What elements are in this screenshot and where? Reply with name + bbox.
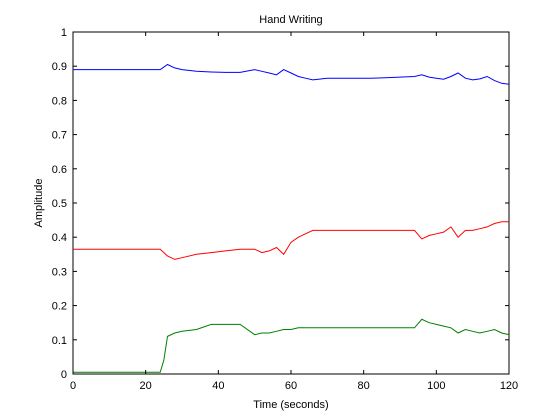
plot-area-frame bbox=[72, 31, 510, 375]
x-tick-label: 60 bbox=[285, 380, 297, 392]
y-tick-label: 0.4 bbox=[52, 232, 67, 244]
series-line-1 bbox=[73, 63, 510, 85]
series-line-3 bbox=[73, 318, 510, 373]
x-tick-label: 20 bbox=[140, 380, 152, 392]
y-tick-label: 0.8 bbox=[52, 95, 67, 107]
ticks-layer: 0 20 40 60 80 100 120 0 0.1 0.2 0.3 0.4 0.5 0.6 0.7 0.8… bbox=[52, 27, 518, 392]
series-line-2 bbox=[73, 221, 509, 260]
x-tick-label: 80 bbox=[358, 380, 370, 392]
y-tick-label: 1 bbox=[61, 27, 67, 39]
y-tick-label: 0.2 bbox=[52, 301, 67, 313]
chart-title: Hand Writing bbox=[259, 14, 322, 26]
x-axis-title: Time (seconds) bbox=[253, 399, 328, 411]
series-layer bbox=[73, 63, 510, 373]
x-tick-label: 120 bbox=[500, 380, 518, 392]
x-tick-label: 100 bbox=[427, 380, 445, 392]
y-tick-label: 0.1 bbox=[52, 335, 67, 347]
y-tick-label: 0.7 bbox=[52, 130, 67, 142]
y-tick-label: 0.5 bbox=[52, 198, 67, 210]
y-tick-label: 0.3 bbox=[52, 266, 67, 278]
y-axis-title: Amplitude bbox=[33, 179, 45, 228]
x-tick-label: 40 bbox=[212, 380, 224, 392]
y-tick-label: 0 bbox=[61, 369, 67, 381]
y-tick-label: 0.6 bbox=[52, 164, 67, 176]
x-tick-label: 0 bbox=[70, 380, 76, 392]
y-tick-label: 0.9 bbox=[52, 61, 67, 73]
